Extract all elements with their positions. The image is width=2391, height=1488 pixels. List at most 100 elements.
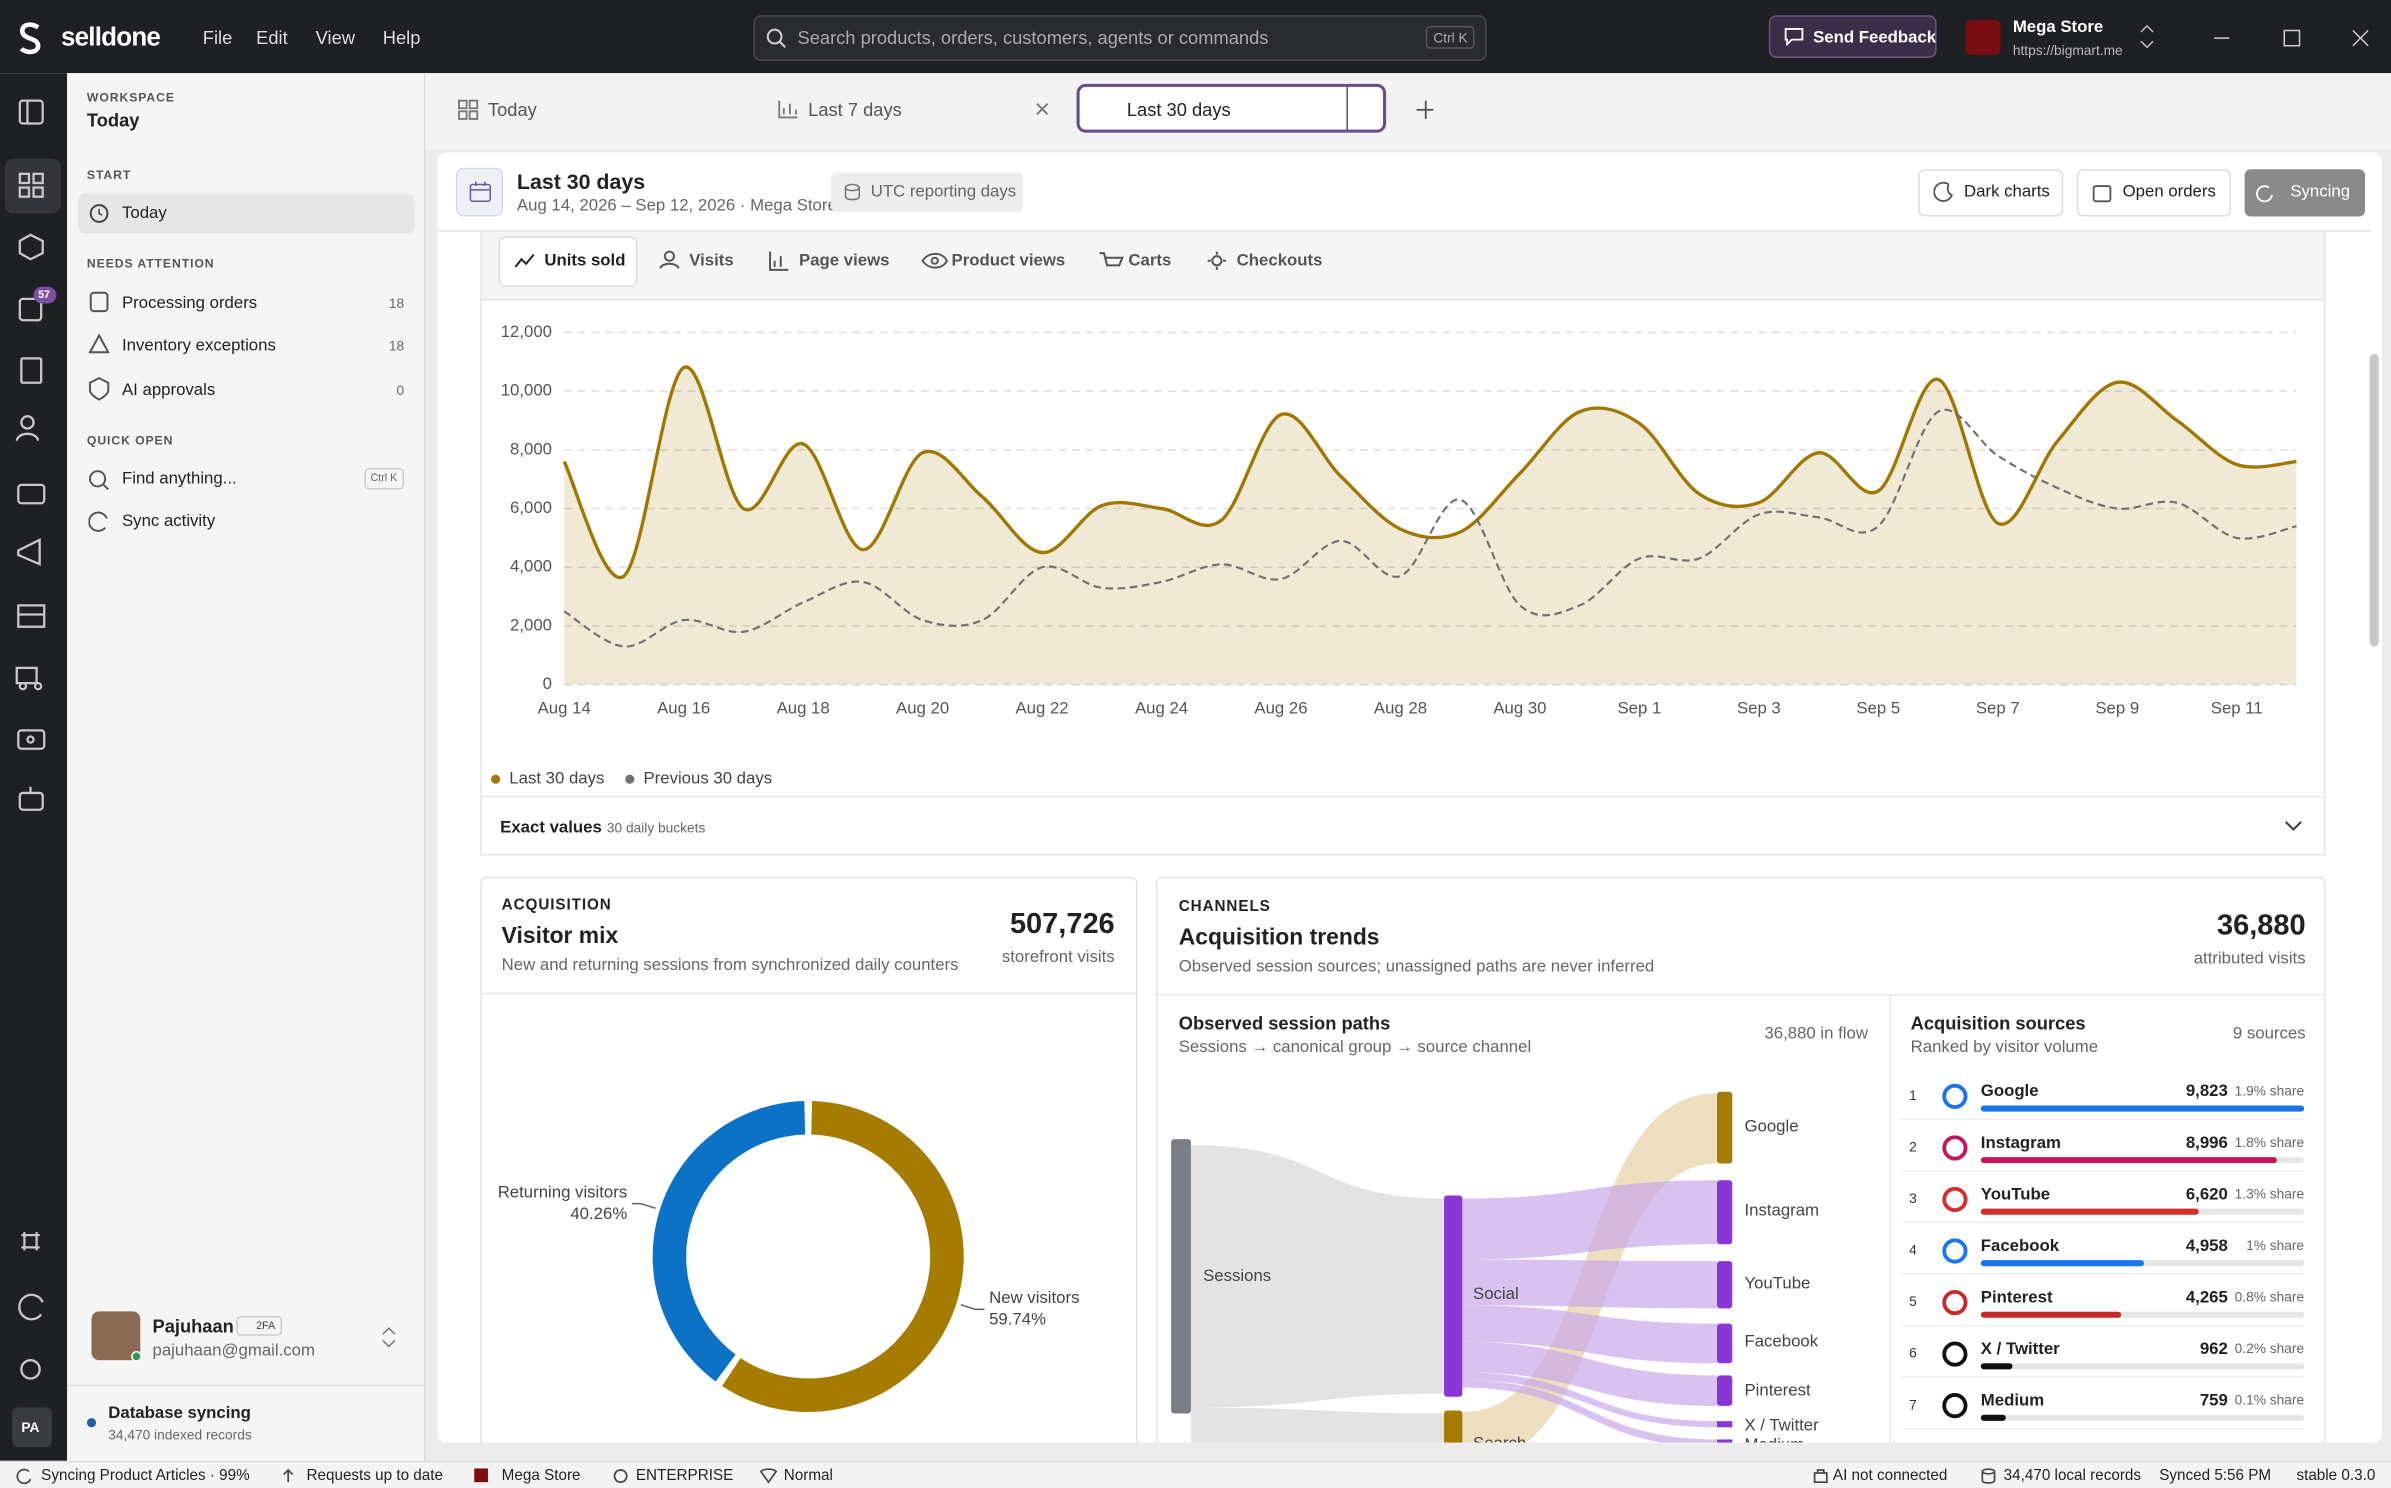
status-text: Mega Store: [501, 1467, 581, 1485]
store-icon: [1965, 19, 2001, 55]
brand: selldone: [60, 22, 161, 52]
panel-kicker: ACQUISITION: [501, 897, 612, 915]
report-subtitle: Aug 14, 2026 – Sep 12, 2026 · Mega Store: [516, 196, 837, 216]
nav-label[interactable]: AI approvals: [121, 381, 216, 400]
panel-subtitle: New and returning sessions from synchron…: [501, 956, 959, 975]
calendar-icon: [469, 181, 492, 203]
nav-label[interactable]: Find anything...: [121, 469, 237, 488]
button[interactable]: [1918, 169, 2064, 217]
divider: [1889, 994, 1891, 1455]
nav-label[interactable]: Sync activity: [121, 512, 216, 531]
report-title: Last 30 days: [516, 169, 646, 194]
pill: [831, 172, 1024, 212]
pill-label: UTC reporting days: [870, 182, 1017, 202]
slice-label: Returning visitors: [498, 1182, 628, 1201]
tab-active[interactable]: [1076, 83, 1387, 133]
menu-item[interactable]: Edit: [256, 27, 288, 49]
button[interactable]: [2076, 169, 2231, 217]
rank: 6: [1909, 1346, 1917, 1361]
feedback-button[interactable]: [1768, 15, 1937, 58]
metric-tab[interactable]: Page views: [799, 251, 890, 270]
tab[interactable]: Today: [487, 99, 537, 121]
exact-values-title[interactable]: Exact values: [500, 818, 602, 838]
source-value: 8,996: [2186, 1133, 2228, 1152]
search-placeholder: Search products, orders, customers, agen…: [797, 27, 1269, 49]
status-icons: [16, 1468, 1996, 1485]
avatar-initials: PA: [21, 1419, 40, 1435]
section-label: QUICK OPEN: [86, 433, 174, 448]
y-tick-label: 0: [543, 674, 552, 693]
rank: 2: [1909, 1140, 1917, 1155]
flow-total: 36,880 in flow: [1764, 1024, 1868, 1044]
search-box[interactable]: [753, 15, 1487, 61]
tab-close-divider: [1346, 86, 1348, 130]
source-share: 1% share: [2246, 1238, 2304, 1253]
nav-icons: [88, 291, 110, 532]
x-tick-label: Aug 20: [896, 699, 949, 718]
nav-label: Today: [121, 204, 167, 223]
sankey-label: X / Twitter: [1744, 1416, 1819, 1435]
sankey-label: Social: [1473, 1285, 1519, 1304]
button-label: Dark charts: [1964, 182, 2050, 202]
shortcut: Ctrl K: [1433, 30, 1468, 46]
panel-subtitle: Observed session sources; unassigned pat…: [1178, 957, 1655, 976]
menu-item[interactable]: Help: [382, 27, 421, 49]
section-label: NEEDS ATTENTION: [86, 256, 215, 271]
metric-tab[interactable]: Checkouts: [1236, 251, 1323, 270]
menu-item[interactable]: File: [202, 27, 233, 49]
status-text: stable 0.3.0: [2296, 1467, 2376, 1485]
scrollbar: [2369, 353, 2379, 647]
section-label: START: [86, 168, 132, 183]
window-controls: [2140, 24, 2369, 49]
button[interactable]: [2244, 169, 2366, 217]
store-name: Mega Store: [2012, 18, 2104, 37]
leader-line: [960, 1303, 985, 1311]
panel-total-label: attributed visits: [2193, 949, 2306, 969]
source-icon: [1942, 1341, 1968, 1367]
leader-line: [631, 1202, 656, 1209]
workspace-name: Today: [86, 109, 140, 132]
rank: 4: [1909, 1243, 1917, 1258]
source-name: Google: [1981, 1081, 2039, 1100]
status-text: AI not connected: [1832, 1467, 1948, 1485]
subpanel-title: Observed session paths: [1178, 1012, 1391, 1034]
shortcut: Ctrl K: [370, 473, 398, 485]
nav-icon: [89, 204, 109, 223]
shortcut-chip: [364, 468, 405, 490]
nav-label[interactable]: Inventory exceptions: [121, 336, 276, 356]
bar: [1980, 1105, 2305, 1112]
metric-tab[interactable]: Product views: [951, 251, 1066, 270]
status-text: Syncing Product Articles · 99%: [41, 1467, 250, 1485]
sankey-label: YouTube: [1744, 1274, 1811, 1294]
tab[interactable]: Last 7 days: [808, 99, 902, 121]
metric-tab[interactable]: Carts: [1128, 251, 1172, 270]
status-text: ENTERPRISE: [635, 1467, 734, 1485]
source-count: 9 sources: [2232, 1024, 2306, 1044]
area: [564, 367, 2297, 685]
nav-item-active[interactable]: [77, 193, 415, 234]
nav-label[interactable]: Processing orders: [121, 294, 258, 313]
sidebar: [67, 73, 426, 1461]
rail-active: [4, 158, 61, 214]
x-tick-label: Sep 5: [1856, 699, 1900, 718]
source-value: 4,265: [2186, 1287, 2228, 1306]
metric-icons: [514, 250, 1226, 271]
x-tick-label: Aug 24: [1135, 699, 1188, 718]
metric-tab[interactable]: Visits: [689, 251, 734, 270]
source-name: Pinterest: [1981, 1287, 2053, 1306]
sankey-label: Sessions: [1203, 1267, 1272, 1286]
metric-tab: Units sold: [544, 251, 626, 270]
source-icon: [1942, 1289, 1968, 1316]
status-text: 34,470 local records: [2003, 1467, 2142, 1485]
subpanel-subtitle: Ranked by visitor volume: [1910, 1038, 2099, 1057]
y-tick-label: 10,000: [501, 381, 552, 400]
section-label: WORKSPACE: [86, 90, 175, 105]
content-bottom-mask: [425, 1442, 2391, 1461]
source-icon: [1942, 1238, 1968, 1264]
sankey-label: Instagram: [1744, 1201, 1820, 1220]
menu-item[interactable]: View: [315, 27, 355, 49]
rail-icons[interactable]: [0, 73, 67, 1461]
source-share: 0.2% share: [2235, 1341, 2305, 1356]
metric-tab-active[interactable]: [498, 236, 638, 287]
